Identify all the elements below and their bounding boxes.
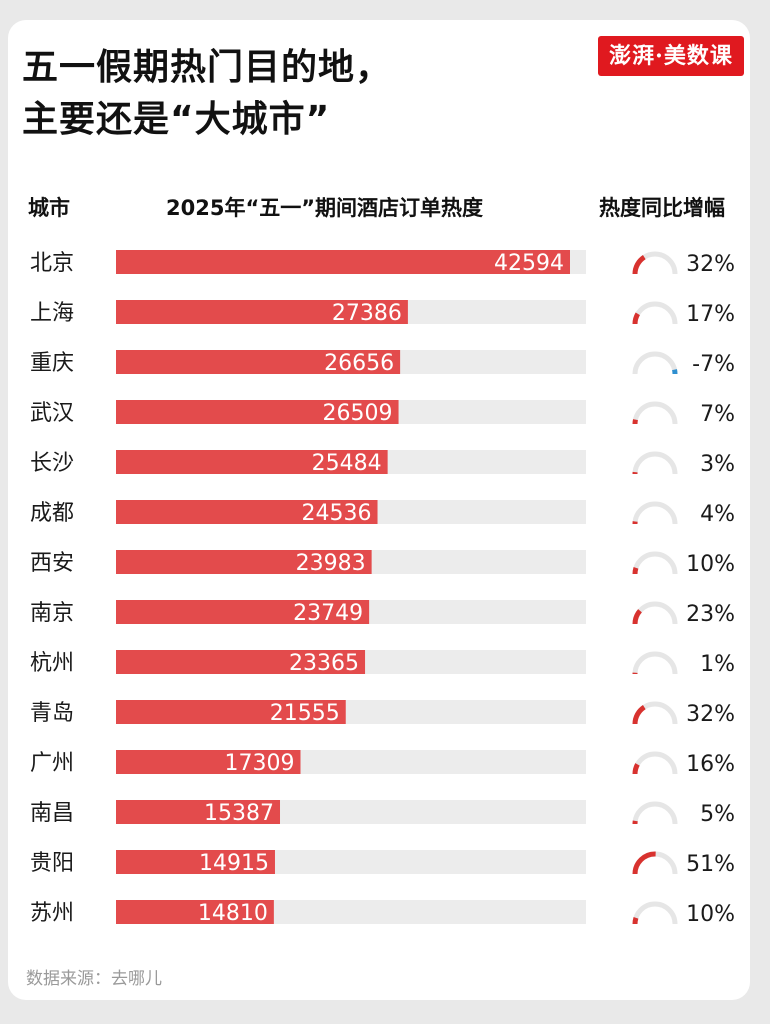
bar-value-label: 17309 — [224, 751, 294, 776]
gauge-fill — [632, 567, 639, 575]
bar-value-label: 14810 — [198, 901, 268, 926]
growth-label: 5% — [700, 802, 735, 827]
city-label: 上海 — [30, 301, 74, 326]
growth-label: 3% — [700, 452, 735, 477]
chart-column-header: 2025年“五一”期间酒店订单热度 — [166, 196, 484, 220]
bar-value-label: 23365 — [289, 651, 359, 676]
gauge-track — [632, 501, 678, 525]
city-label: 西安 — [30, 551, 74, 576]
bar — [116, 600, 370, 624]
bar-value-label: 14915 — [199, 851, 269, 876]
bar — [116, 850, 275, 874]
city-label: 成都 — [30, 501, 74, 526]
bar — [116, 900, 274, 924]
bar-value-label: 24536 — [302, 501, 372, 526]
gauge-track — [632, 551, 678, 575]
bar-value-label: 21555 — [270, 701, 340, 726]
gauge-track — [632, 601, 678, 625]
growth-label: 32% — [686, 252, 735, 277]
city-label: 南京 — [30, 601, 74, 626]
bar — [116, 250, 570, 274]
bar — [116, 650, 366, 674]
growth-label: 17% — [686, 302, 735, 327]
growth-label: 23% — [686, 602, 735, 627]
bar — [116, 750, 301, 774]
growth-column-header: 热度同比增幅 — [599, 196, 725, 220]
bar-value-label: 27386 — [332, 301, 402, 326]
gauge-track — [632, 651, 678, 675]
city-label: 北京 — [30, 251, 74, 276]
gauge-fill — [632, 763, 640, 775]
bar — [116, 300, 408, 324]
growth-label: 10% — [686, 552, 735, 577]
gauge-fill — [632, 609, 643, 625]
gauge-fill — [632, 312, 641, 325]
bar — [116, 500, 378, 524]
bar-value-label: 23749 — [293, 601, 363, 626]
gauge-track — [632, 801, 678, 825]
gauge-fill — [632, 851, 656, 875]
city-label: 贵阳 — [30, 851, 74, 876]
growth-label: 10% — [686, 902, 735, 927]
growth-label: 4% — [700, 502, 735, 527]
growth-label: 7% — [700, 402, 735, 427]
city-column-header: 城市 — [28, 196, 70, 220]
growth-label: 1% — [700, 652, 735, 677]
bar-value-label: 26656 — [324, 351, 394, 376]
gauge-fill — [632, 255, 646, 275]
growth-label: 16% — [686, 752, 735, 777]
page-title: 五一假期热门目的地， 主要还是“大城市” — [22, 42, 392, 146]
gauge-fill — [632, 917, 639, 925]
bar — [116, 450, 388, 474]
city-label: 长沙 — [30, 451, 74, 476]
publisher-logo: 澎湃·美数课 — [598, 36, 744, 76]
bar — [116, 800, 281, 824]
gauge-track — [632, 351, 678, 375]
city-label: 杭州 — [30, 651, 74, 676]
gauge-track — [632, 901, 678, 925]
bar-value-label: 23983 — [296, 551, 366, 576]
gauge-track — [632, 401, 678, 425]
bar-value-label: 15387 — [204, 801, 274, 826]
city-label: 重庆 — [30, 351, 74, 376]
bar — [116, 400, 399, 424]
bar — [116, 700, 346, 724]
gauge-track — [632, 451, 678, 475]
gauge-track — [632, 301, 678, 325]
bar-value-label: 26509 — [323, 401, 393, 426]
city-label: 南昌 — [30, 801, 74, 826]
data-source-note: 数据来源：去哪儿 — [26, 969, 162, 989]
title-line-2: 主要还是“大城市” — [22, 99, 331, 140]
city-label: 苏州 — [30, 901, 74, 926]
city-label: 青岛 — [30, 701, 74, 726]
gauge-fill — [632, 705, 646, 725]
city-label: 武汉 — [30, 401, 74, 426]
bar — [116, 550, 372, 574]
growth-label: -7% — [692, 352, 735, 377]
growth-label: 51% — [686, 852, 735, 877]
city-label: 广州 — [30, 751, 74, 776]
growth-label: 32% — [686, 702, 735, 727]
gauge-track — [632, 751, 678, 775]
bar — [116, 350, 401, 374]
bar-value-label: 25484 — [312, 451, 382, 476]
bar-value-label: 42594 — [494, 251, 564, 276]
title-line-1: 五一假期热门目的地， — [22, 47, 393, 88]
